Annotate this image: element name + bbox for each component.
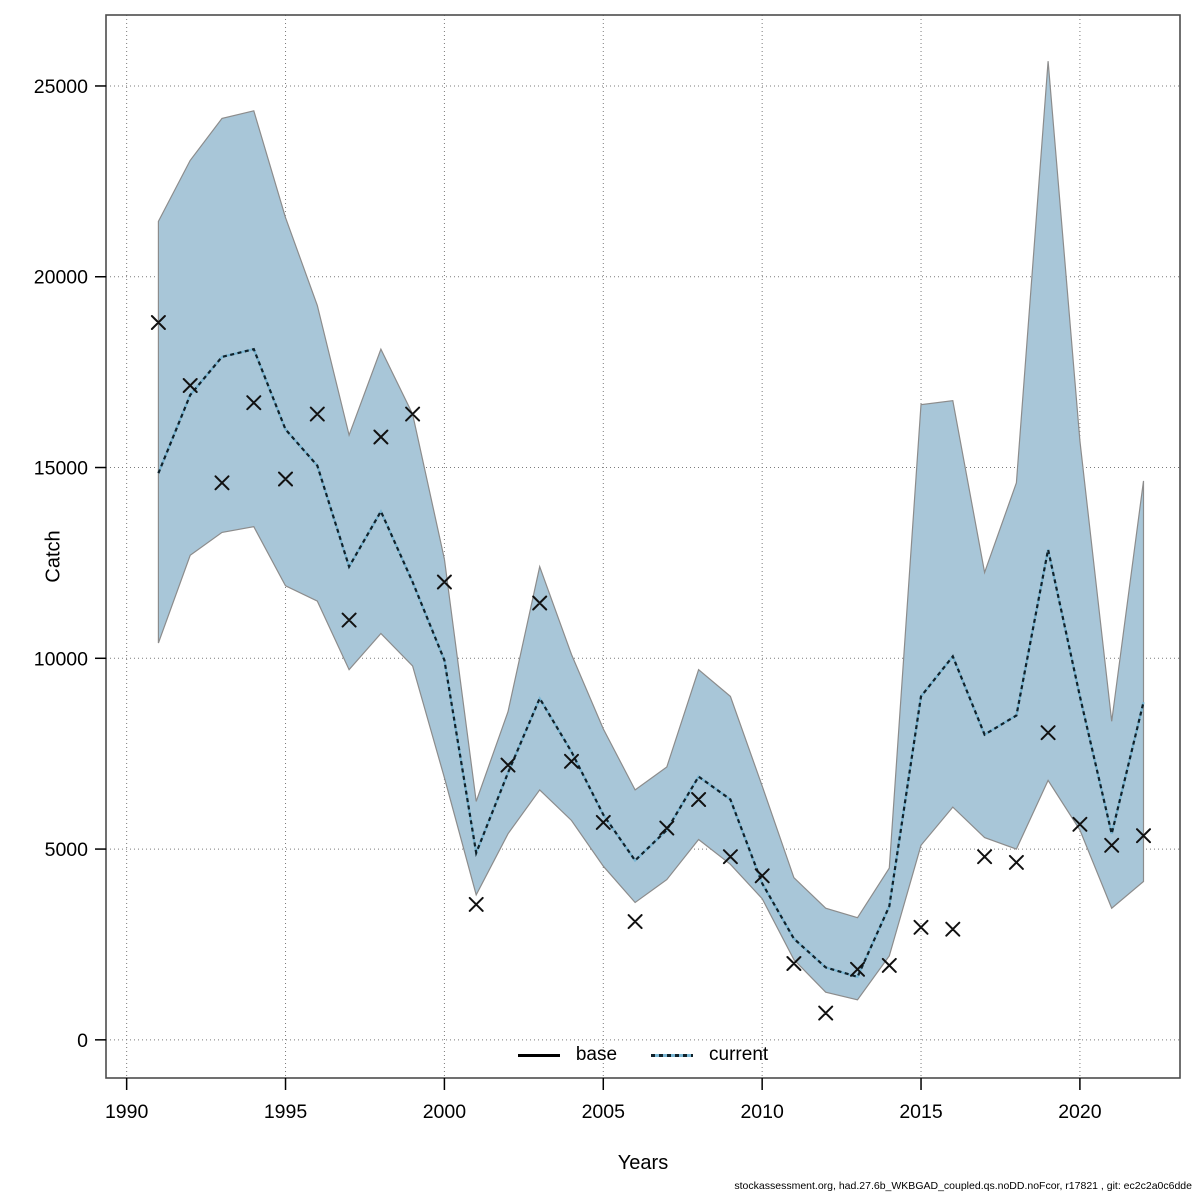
- x-axis-title: Years: [617, 1152, 669, 1174]
- plot-border: [105, 14, 1181, 1079]
- base-line-sample-icon: [517, 1053, 560, 1057]
- x-tick-label: 2015: [899, 1101, 943, 1123]
- y-tick-label: 15000: [34, 458, 88, 480]
- legend-item-base: base: [517, 1044, 618, 1066]
- y-tick-label: 10000: [34, 648, 88, 670]
- legend-label-current: current: [709, 1044, 769, 1065]
- x-tick-label: 2020: [1058, 1101, 1102, 1123]
- confidence-band: [157, 61, 1145, 1001]
- y-tick-label: 0: [77, 1030, 88, 1052]
- x-tick-label: 2005: [582, 1101, 626, 1123]
- legend-label-base: base: [575, 1044, 618, 1065]
- current-line-sample-icon: [651, 1053, 694, 1057]
- legend-item-current: current: [651, 1044, 768, 1066]
- plot-footer-citation: stockassessment.org, had.27.6b_WKBGAD_co…: [734, 1180, 1192, 1192]
- x-tick-label: 1995: [264, 1101, 308, 1123]
- x-tick-label: 2000: [423, 1101, 467, 1123]
- x-tick-label: 2010: [740, 1101, 784, 1123]
- x-tick-label: 1990: [105, 1101, 149, 1123]
- y-tick-label: 5000: [45, 839, 89, 861]
- chart-legend: base current: [0, 1044, 1200, 1066]
- current-line: [157, 347, 1145, 979]
- observed-catch-markers: [150, 315, 1151, 1021]
- y-axis-title: Catch: [42, 530, 65, 583]
- y-tick-label: 25000: [34, 76, 88, 98]
- y-tick-label: 20000: [34, 267, 88, 289]
